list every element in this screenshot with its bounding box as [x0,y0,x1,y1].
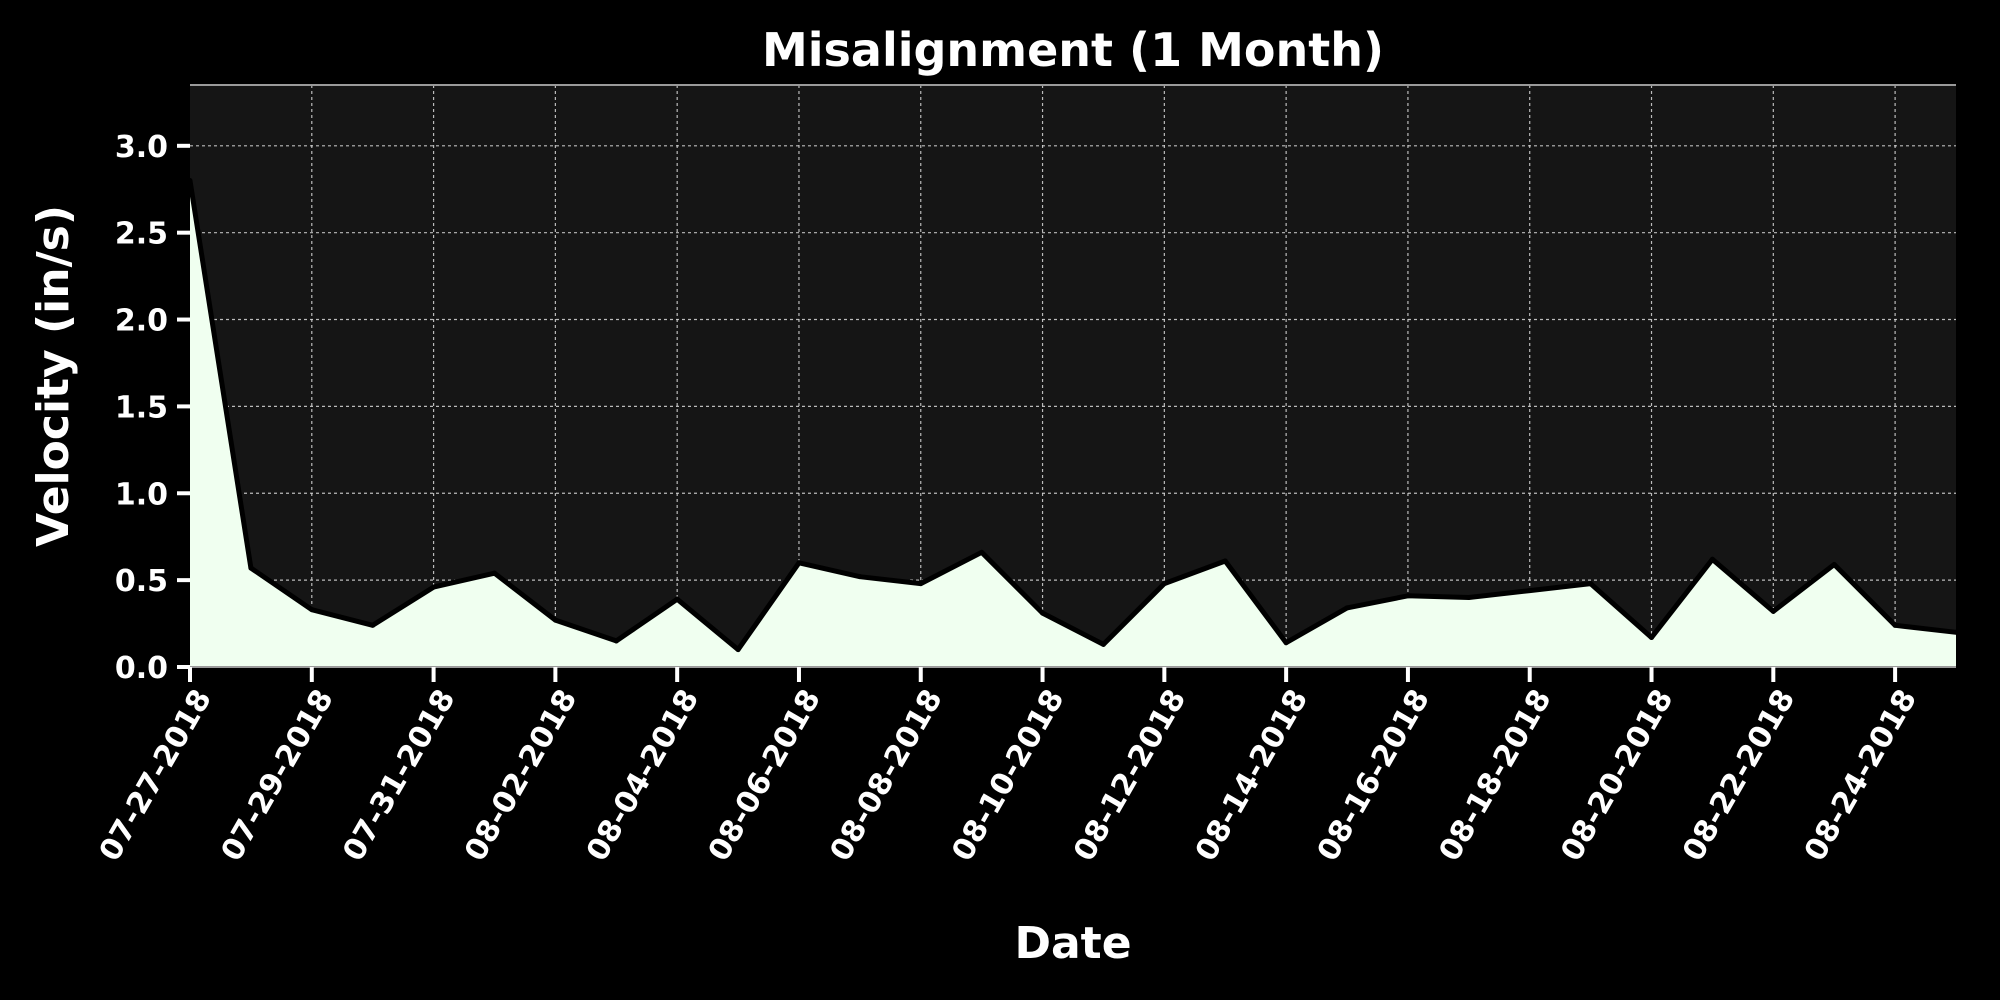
data-point [187,178,193,184]
data-point [674,596,680,602]
data-point [613,638,619,644]
data-point [918,581,924,587]
data-point [1527,588,1533,594]
data-point [1831,561,1837,567]
y-tick-label: 0.5 [115,564,168,599]
y-tick-label: 3.0 [115,130,168,165]
data-point [248,565,254,571]
data-point [309,607,315,613]
data-point [1100,641,1106,647]
data-point [431,584,437,590]
data-point [796,560,802,566]
y-axis-label: Velocity (in/s) [28,205,79,547]
y-tick-label: 1.5 [115,390,168,425]
data-point [735,647,741,653]
data-point [857,574,863,580]
y-tick-label: 0.0 [115,651,168,686]
y-tick-label: 2.5 [115,217,168,252]
chart-title: Misalignment (1 Month) [762,23,1384,77]
data-point [1892,622,1898,628]
data-point [1344,605,1350,611]
x-axis-label: Date [1014,918,1131,969]
data-point [1405,593,1411,599]
velocity-line [187,180,1957,653]
data-points [187,178,1959,653]
data-point [1649,634,1655,640]
data-point [1040,610,1046,616]
y-tick-label: 2.0 [115,304,168,339]
data-point [1466,595,1472,601]
y-tick-label: 1.0 [115,477,168,512]
plot-area [190,85,1956,667]
data-point [1161,581,1167,587]
data-point [1222,558,1228,564]
data-point [370,622,376,628]
data-point [1283,640,1289,646]
data-point [1588,581,1594,587]
data-point [1770,608,1776,614]
grid-lines [190,85,1956,667]
data-point [1709,556,1715,562]
data-point [1953,629,1959,635]
data-point [552,617,558,623]
data-point [491,570,497,576]
data-point [979,549,985,555]
velocity-area [190,180,1956,667]
y-axis-ticks: 0.0 0.5 1.0 1.5 2.0 2.5 3.0 [115,130,190,686]
